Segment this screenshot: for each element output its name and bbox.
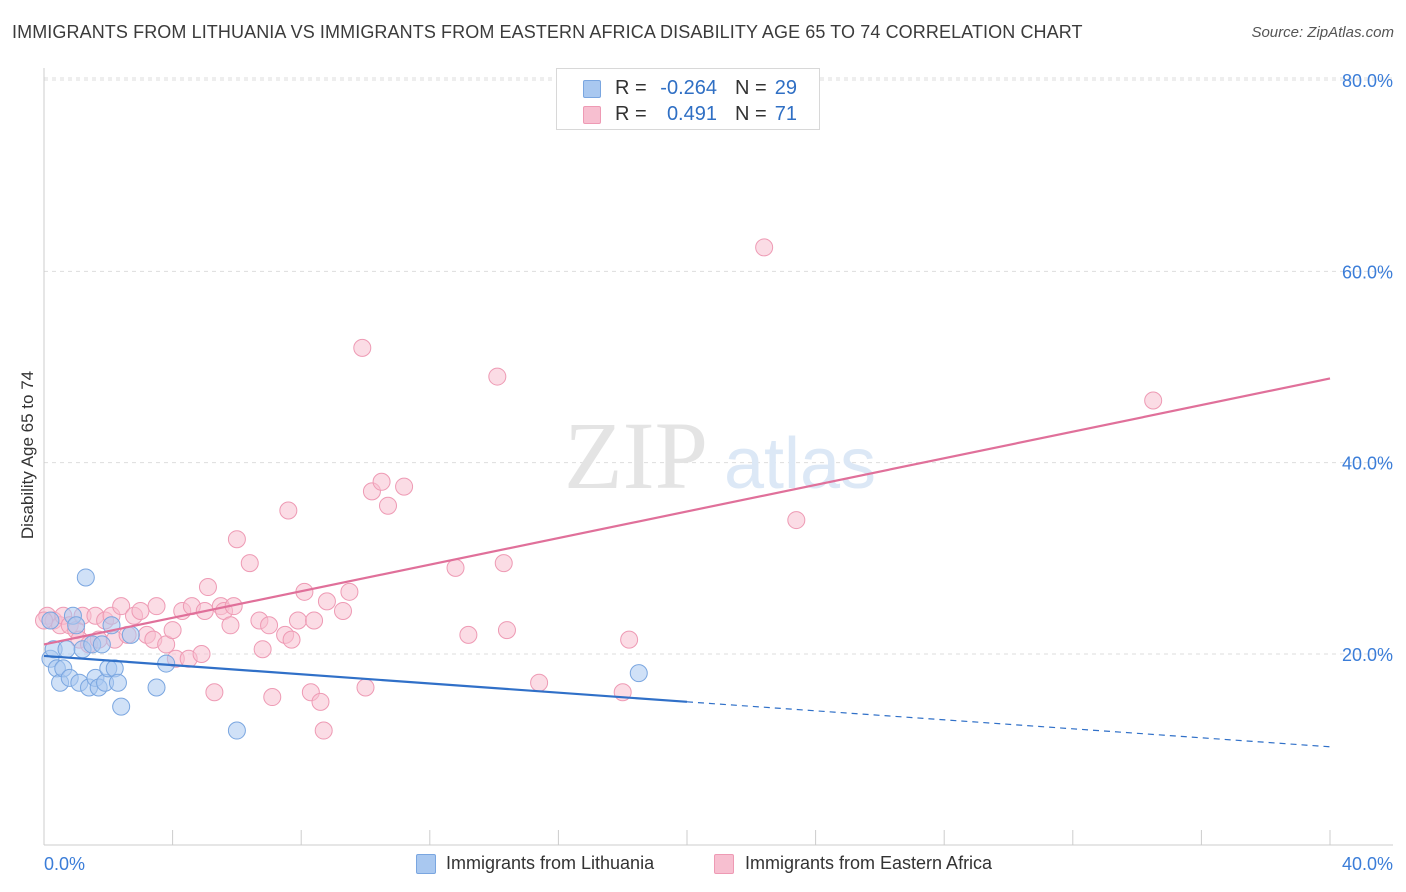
stats-row-lithuania: R = -0.264 N = 29 <box>557 75 819 101</box>
eastern-africa-point <box>263 688 282 707</box>
lithuania-point <box>112 697 131 716</box>
y-tick-label: 60.0% <box>1342 262 1393 282</box>
lithuania-point <box>147 678 166 697</box>
stats-box: R = -0.264 N = 29 R = 0.491 N = 71 <box>556 68 820 130</box>
n-value: 71 <box>774 103 797 125</box>
legend-label-eastern-africa: Immigrants from Eastern Africa <box>745 853 993 873</box>
eastern-africa-point <box>379 496 398 515</box>
legend: Immigrants from Lithuania Immigrants fro… <box>0 852 1406 878</box>
n-value: 29 <box>774 77 797 99</box>
eastern-africa-point <box>372 472 391 491</box>
lithuania-point <box>92 635 111 654</box>
eastern-africa-point <box>311 692 330 711</box>
eastern-africa-point <box>240 554 259 573</box>
eastern-africa-point <box>198 578 217 597</box>
eastern-africa-point <box>221 616 240 635</box>
r-label: R = <box>615 77 647 99</box>
lithuania-point <box>41 611 60 630</box>
eastern-africa-point <box>787 511 806 530</box>
lithuania-point <box>108 673 127 692</box>
eastern-africa-point <box>227 530 246 549</box>
eastern-africa-point <box>620 630 639 649</box>
eastern-africa-point <box>530 673 549 692</box>
eastern-africa-point <box>497 621 516 640</box>
y-tick-label: 40.0% <box>1342 454 1393 474</box>
eastern-africa-point <box>446 558 465 577</box>
eastern-africa-point <box>288 611 307 630</box>
eastern-africa-point <box>755 238 774 257</box>
lithuania-point <box>57 640 76 659</box>
r-label: R = <box>615 103 647 125</box>
y-tick-label: 20.0% <box>1342 645 1393 665</box>
eastern-africa-point <box>494 554 513 573</box>
eastern-africa-point <box>282 630 301 649</box>
stats-row-eastern-africa: R = 0.491 N = 71 <box>557 101 819 127</box>
eastern-africa-point <box>253 640 272 659</box>
chart-title: IMMIGRANTS FROM LITHUANIA VS IMMIGRANTS … <box>12 22 1083 42</box>
blue-swatch-icon <box>416 854 436 874</box>
x-tick-label-max: 40.0% <box>1342 854 1393 874</box>
eastern-africa-point <box>192 645 211 663</box>
x-tick-label-min: 0.0% <box>44 854 85 874</box>
eastern-africa-point <box>131 601 150 620</box>
eastern-africa-point <box>112 597 131 616</box>
r-value: 0.491 <box>666 103 717 125</box>
watermark-atlas: atlas <box>724 424 876 504</box>
eastern-africa-point <box>333 601 352 620</box>
legend-label-lithuania: Immigrants from Lithuania <box>446 853 655 873</box>
watermark-zip: ZIP <box>564 402 708 509</box>
eastern-africa-point <box>356 678 375 697</box>
eastern-africa-point <box>395 477 414 496</box>
eastern-africa-point <box>205 683 224 702</box>
axes <box>43 68 1393 846</box>
n-label: N = <box>735 103 767 125</box>
eastern-africa-point <box>279 501 298 520</box>
lithuania-point <box>76 568 95 587</box>
blue-swatch-icon <box>583 80 601 98</box>
pink-swatch-icon <box>583 106 601 124</box>
eastern-africa-point <box>353 338 372 357</box>
eastern-africa-point <box>147 597 166 616</box>
eastern-africa-point <box>317 592 336 611</box>
eastern-africa-point <box>459 625 478 644</box>
watermark: ZIP atlas <box>564 402 876 509</box>
source-label: Source: ZipAtlas.com <box>1251 24 1394 41</box>
lithuania-trend-line <box>43 654 688 703</box>
eastern-africa-point <box>1144 391 1163 410</box>
eastern-africa-trend-line <box>43 377 1331 646</box>
eastern-africa-point <box>314 721 333 740</box>
y-axis-label: Disability Age 65 to 74 <box>18 370 37 540</box>
r-value: -0.264 <box>660 77 717 99</box>
y-tick-label: 80.0% <box>1342 71 1393 91</box>
lithuania-point <box>227 721 246 740</box>
eastern-africa-point <box>260 616 279 635</box>
lithuania-point <box>67 616 86 635</box>
n-label: N = <box>735 77 767 99</box>
eastern-africa-point <box>163 621 182 640</box>
lithuania-trend-extension <box>686 701 1331 748</box>
pink-swatch-icon <box>714 854 734 874</box>
lithuania-point <box>629 664 648 683</box>
eastern-africa-point <box>305 611 324 630</box>
lithuania-point <box>121 625 140 644</box>
trend-lines <box>43 377 1331 748</box>
eastern-africa-point <box>340 582 359 601</box>
eastern-africa-point <box>488 367 507 386</box>
y-tick-labels: 20.0% 40.0% 60.0% 80.0% <box>1342 71 1393 665</box>
